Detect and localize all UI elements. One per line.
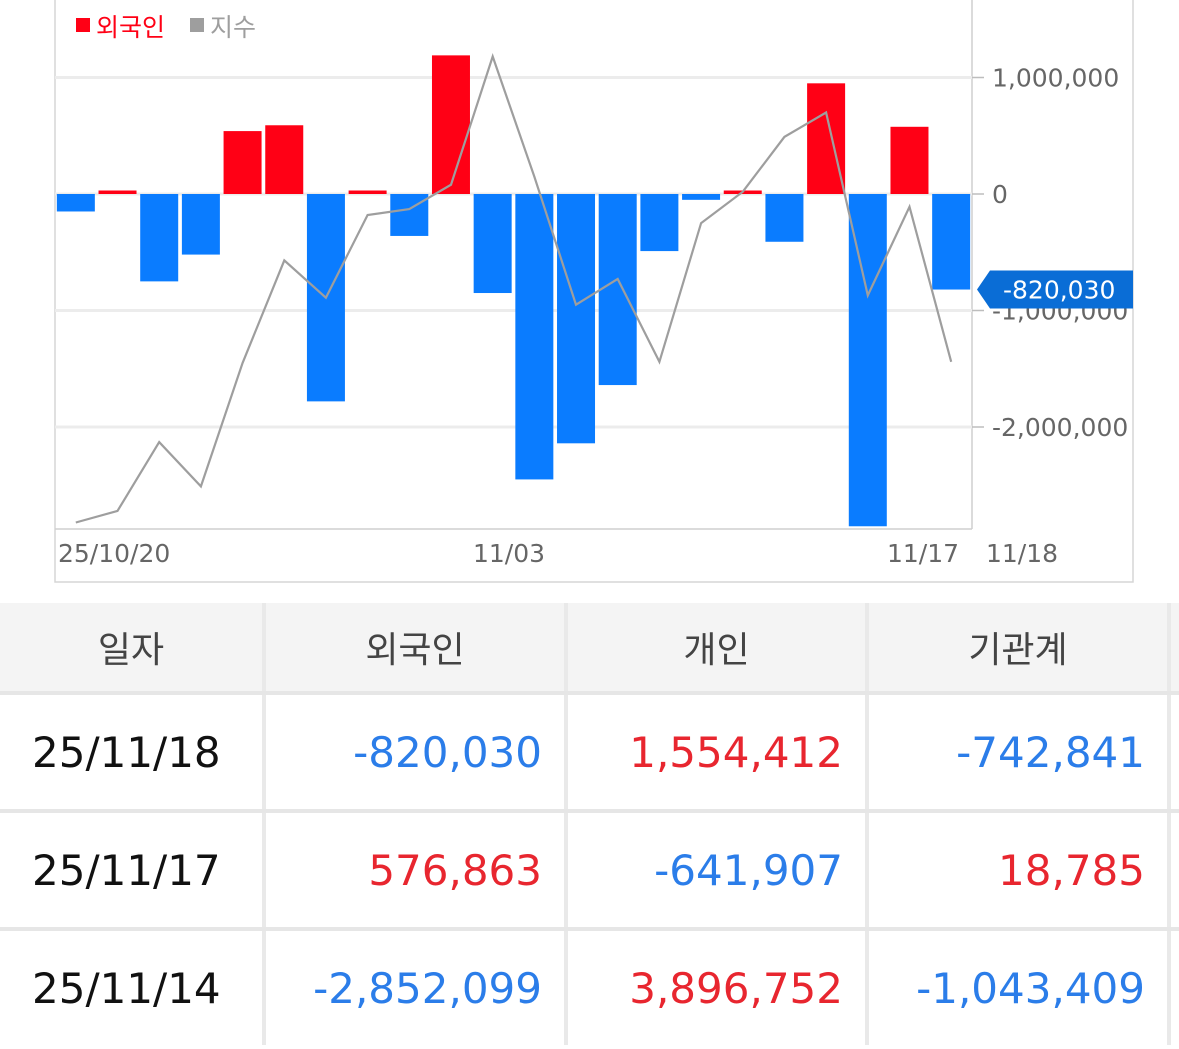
legend-swatch-index bbox=[190, 18, 204, 32]
table-row[interactable]: 25/11/17 576,863 -641,907 18,785 bbox=[0, 813, 1179, 927]
column-divider bbox=[1167, 603, 1171, 691]
row-foreign-value: -820,030 bbox=[353, 727, 542, 777]
header-institution: 기관계 bbox=[968, 630, 1068, 671]
bar-positive bbox=[223, 131, 262, 194]
bar-negative bbox=[932, 194, 971, 290]
column-divider bbox=[1167, 695, 1171, 809]
column-divider bbox=[865, 603, 869, 691]
bar-negative bbox=[848, 194, 887, 527]
bar-negative bbox=[557, 194, 596, 444]
table-row[interactable]: 25/11/18 -820,030 1,554,412 -742,841 bbox=[0, 695, 1179, 809]
column-divider bbox=[865, 695, 869, 809]
column-divider bbox=[564, 813, 568, 927]
row-foreign-value: -2,852,099 bbox=[313, 963, 542, 1013]
bar-negative bbox=[640, 194, 679, 252]
header-foreign: 외국인 bbox=[365, 630, 465, 671]
bar-negative bbox=[473, 194, 512, 294]
row-foreign-value: 576,863 bbox=[368, 845, 542, 895]
bar-negative bbox=[56, 194, 95, 212]
x-tick-label: 11/03 bbox=[473, 539, 545, 568]
y-tick-label: -2,000,000 bbox=[992, 413, 1128, 442]
column-divider bbox=[865, 813, 869, 927]
column-divider bbox=[564, 603, 568, 691]
index-line bbox=[75, 53, 953, 524]
header-individual: 개인 bbox=[683, 630, 750, 671]
last-value-tag bbox=[977, 270, 1133, 309]
row-individual-value: -641,907 bbox=[654, 845, 843, 895]
column-divider bbox=[262, 813, 266, 927]
table-header-row: 일자 외국인 개인 기관계 bbox=[0, 603, 1179, 691]
y-tick-label: 0 bbox=[992, 180, 1008, 209]
bar-positive bbox=[807, 83, 846, 194]
bar-positive bbox=[265, 125, 304, 194]
column-divider bbox=[865, 931, 869, 1045]
column-divider bbox=[1167, 931, 1171, 1045]
table-row[interactable]: 25/11/14 -2,852,099 3,896,752 -1,043,409 bbox=[0, 931, 1179, 1045]
row-individual-value: 1,554,412 bbox=[629, 727, 843, 777]
column-divider bbox=[262, 931, 266, 1045]
x-tick-label: 11/17 bbox=[887, 539, 959, 568]
bar-positive bbox=[348, 190, 387, 194]
bar-positive bbox=[890, 126, 929, 194]
investor-chart: 1,000,000 0 -1,000,000 -2,000,000 25/10/20 11… bbox=[54, 0, 1134, 583]
row-institution-value: -1,043,409 bbox=[916, 963, 1145, 1013]
column-divider bbox=[262, 603, 266, 691]
row-institution-value: 18,785 bbox=[998, 845, 1145, 895]
bar-negative bbox=[140, 194, 179, 282]
bar-negative bbox=[598, 194, 637, 386]
bar-negative bbox=[181, 194, 220, 255]
bar-negative bbox=[682, 194, 721, 200]
column-divider bbox=[1167, 813, 1171, 927]
column-divider bbox=[262, 695, 266, 809]
bar-positive bbox=[431, 55, 470, 194]
row-divider bbox=[0, 691, 1179, 695]
y-tick-label: 1,000,000 bbox=[992, 64, 1119, 93]
header-date: 일자 bbox=[97, 630, 165, 671]
row-divider bbox=[0, 927, 1179, 931]
bar-positive bbox=[98, 190, 137, 194]
row-divider bbox=[0, 809, 1179, 813]
column-divider bbox=[564, 695, 568, 809]
row-individual-value: 3,896,752 bbox=[629, 963, 843, 1013]
legend-swatch-foreign bbox=[76, 18, 90, 32]
x-tick-label: 25/10/20 bbox=[58, 539, 170, 568]
bar-negative bbox=[515, 194, 554, 480]
row-date: 25/11/14 bbox=[32, 963, 221, 1013]
row-institution-value: -742,841 bbox=[956, 727, 1145, 777]
legend-label-index: 지수 bbox=[210, 13, 256, 42]
row-date: 25/11/18 bbox=[32, 727, 221, 777]
legend-label-foreign: 외국인 bbox=[96, 13, 165, 42]
row-date: 25/11/17 bbox=[32, 845, 221, 895]
bar-negative bbox=[765, 194, 804, 242]
column-divider bbox=[564, 931, 568, 1045]
last-value-label: -820,030 bbox=[1003, 276, 1115, 305]
x-tick-label: 11/18 bbox=[986, 539, 1058, 568]
